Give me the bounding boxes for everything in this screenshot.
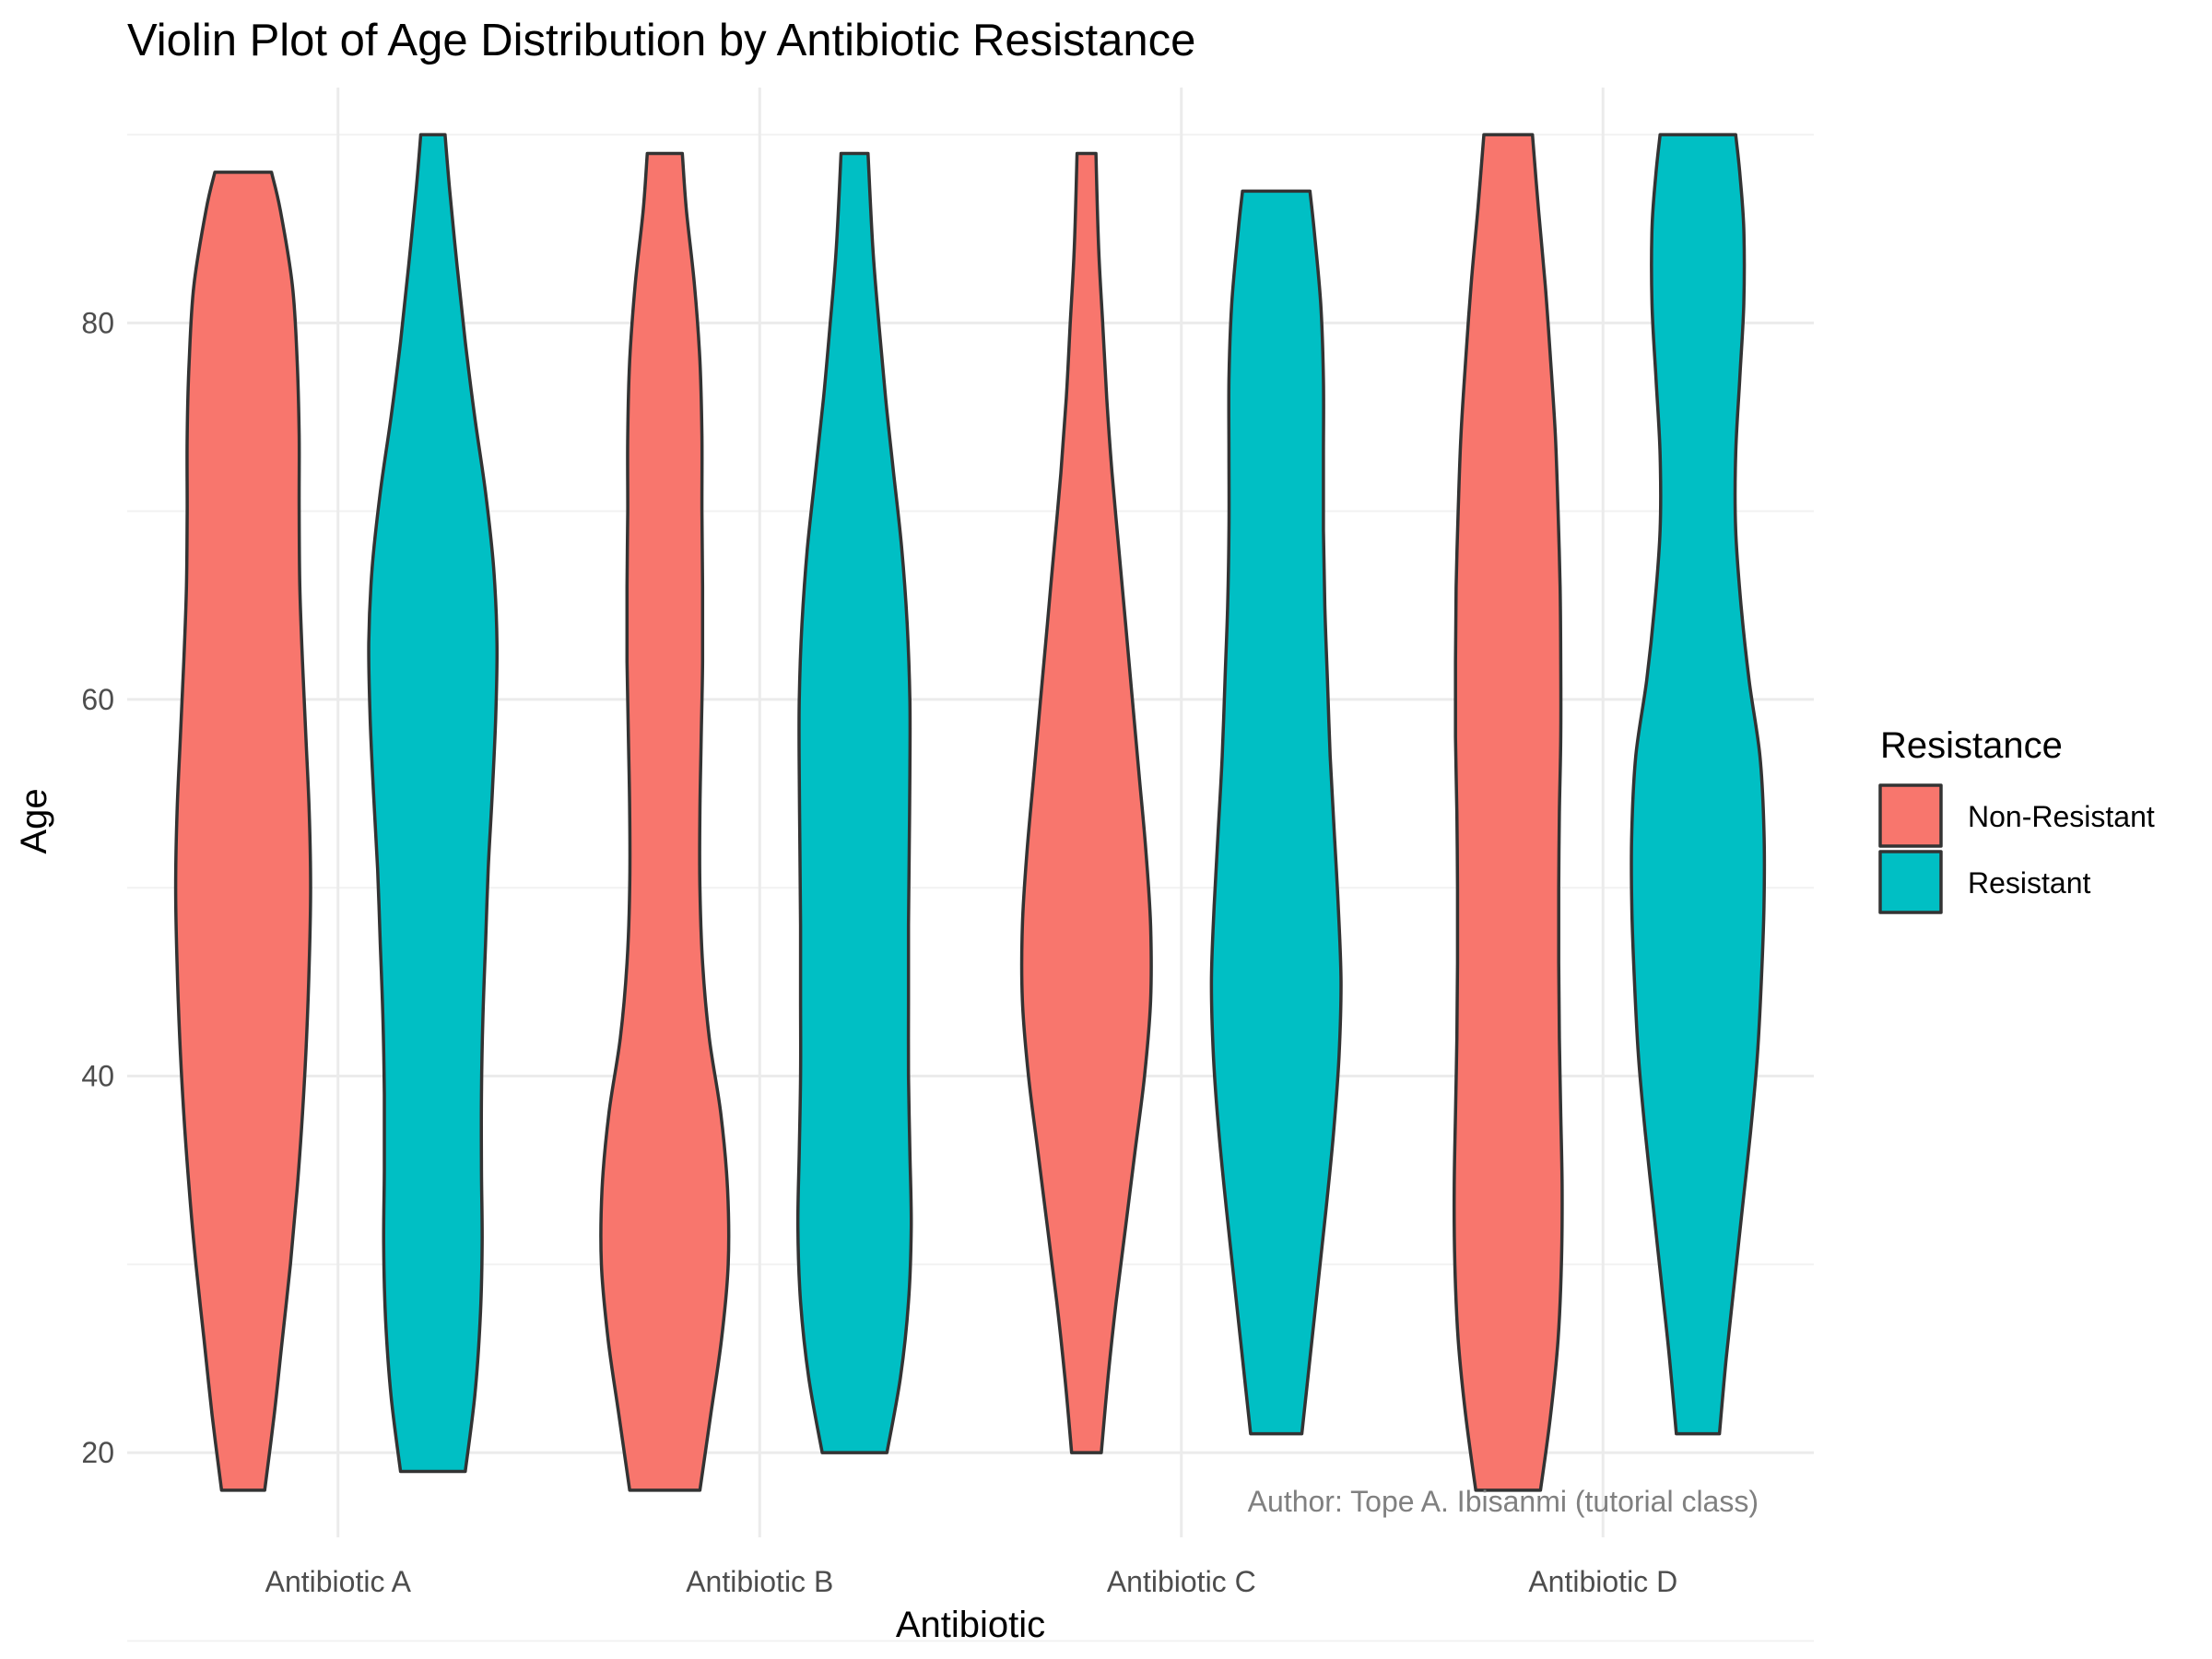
legend-key-non-resistant xyxy=(1878,783,1943,848)
y-tick-label: 40 xyxy=(81,1060,114,1093)
x-tick-labels: Antibiotic A Antibiotic B Antibiotic C Anti… xyxy=(265,1565,1678,1598)
y-tick-label: 80 xyxy=(81,306,114,339)
legend-label-non-resistant: Non-Resistant xyxy=(1968,800,2155,833)
y-axis-title: Age xyxy=(14,788,54,853)
legend-title: Resistance xyxy=(1880,725,2063,766)
violin-antibiotic-d-resistant xyxy=(1630,133,1767,1436)
violin-antibiotic-c-resistant xyxy=(1209,189,1343,1436)
x-tick-label: Antibiotic D xyxy=(1528,1565,1677,1598)
violin-antibiotic-a-resistant xyxy=(367,133,500,1474)
chart-title: Violin Plot of Age Distribution by Antib… xyxy=(127,16,1195,65)
violin-antibiotic-c-non-resistant xyxy=(1019,151,1153,1454)
y-tick-label: 60 xyxy=(81,683,114,716)
legend: Resistance Non-Resistant Resistant xyxy=(1878,725,2155,914)
violins xyxy=(173,133,1767,1492)
violin-antibiotic-a-non-resistant xyxy=(173,171,312,1492)
x-tick-label: Antibiotic A xyxy=(265,1565,412,1598)
x-tick-label: Antibiotic C xyxy=(1107,1565,1256,1598)
legend-key-resistant xyxy=(1878,850,1943,914)
y-tick-labels: 20 40 60 80 xyxy=(81,306,114,1469)
violin-antibiotic-d-non-resistant xyxy=(1452,133,1564,1492)
caption: Author: Tope A. Ibisanmi (tutorial class… xyxy=(1248,1485,1759,1518)
violin-antibiotic-b-non-resistant xyxy=(599,151,731,1492)
x-tick-label: Antibiotic B xyxy=(686,1565,833,1598)
y-tick-label: 20 xyxy=(81,1436,114,1469)
x-axis-title: Antibiotic xyxy=(896,1605,1045,1645)
violin-antibiotic-b-resistant xyxy=(795,151,913,1454)
legend-label-resistant: Resistant xyxy=(1968,866,2091,900)
